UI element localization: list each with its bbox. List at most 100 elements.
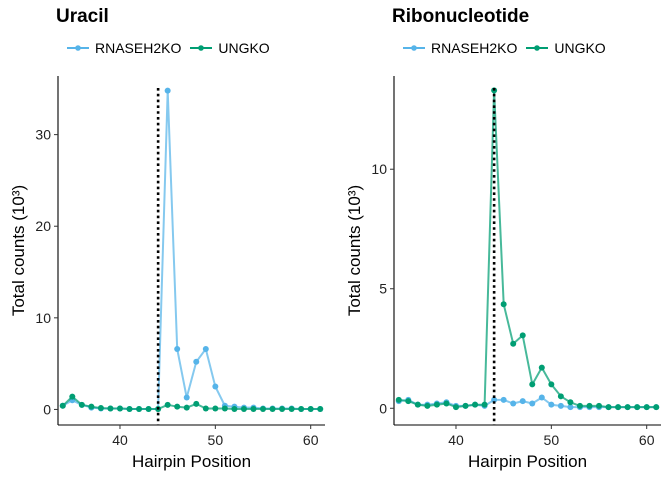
data-point-ungko [260,405,267,412]
x-axis-label: Hairpin Position [132,452,251,471]
data-point-ungko [510,340,517,347]
data-point-ungko [433,401,440,408]
data-point-ungko [279,405,286,412]
y-axis-label: Total counts (10³) [9,185,28,316]
data-point-ungko [240,405,247,412]
data-point-ungko [164,401,171,408]
ribonucleotide-line-chart: 0 5 10 40 50 60 Hairpin Position Total counts (… [345,76,661,471]
data-point-rnaseh2ko [183,394,190,401]
chart-title-ribonucleotide: Ribonucleotide [392,6,530,27]
x-axis-label: Hairpin Position [468,452,587,471]
data-point-ungko [424,402,431,409]
data-point-ungko [69,393,76,400]
data-point-ungko [605,404,612,411]
data-point-rnaseh2ko [567,404,574,411]
legend-key-rnaseh2ko-icon [403,45,425,51]
data-point-ungko [529,381,536,388]
data-point-ungko [414,401,421,408]
series-line-ungko [62,395,321,410]
data-point-ungko [250,405,257,412]
data-point-ungko [462,402,469,409]
data-point-ungko [405,398,412,405]
x-tick-label: 60 [639,432,655,448]
data-point-ungko [183,404,190,411]
data-point-ungko [596,402,603,409]
data-point-ungko [288,405,295,412]
data-point-ungko [126,405,133,412]
data-point-ungko [452,404,459,411]
data-point-ungko [653,404,660,411]
chart-title-uracil: Uracil [56,6,109,27]
series-line-ungko [398,89,657,409]
data-point-rnaseh2ko [519,398,526,405]
data-point-ungko [97,405,104,412]
data-point-ungko [307,405,314,412]
data-point-ungko [557,393,564,400]
legend-key-ungko-icon [526,45,549,51]
legend-ribonucleotide: RNASEH2KO UNGKO [402,38,614,58]
legend-uracil: RNASEH2KO UNGKO [66,38,278,58]
data-point-ungko [193,400,200,407]
legend-label-ungko: UNGKO [218,40,270,56]
x-tick-label: 60 [303,432,319,448]
x-tick-label: 50 [208,432,224,448]
data-point-ungko [107,405,114,412]
data-point-ungko [395,396,402,403]
legend-label-ungko: UNGKO [554,40,606,56]
y-tick-label: 30 [35,127,51,143]
data-point-ungko [317,405,324,412]
data-point-ungko [116,405,123,412]
x-tick-label: 50 [544,432,560,448]
data-point-rnaseh2ko [202,345,209,352]
data-point-rnaseh2ko [164,87,171,94]
legend-key-rnaseh2ko-icon [67,45,89,51]
data-point-ungko [145,405,152,412]
legend-key-ungko-icon [190,45,213,51]
y-tick-label: 20 [35,218,51,234]
y-tick-label: 10 [371,161,387,177]
data-point-ungko [88,403,95,410]
data-point-rnaseh2ko [510,400,517,407]
data-point-ungko [519,332,526,339]
data-point-ungko [174,403,181,410]
data-point-rnaseh2ko [491,396,498,403]
legend-item-rnaseh2ko: RNASEH2KO [402,40,517,56]
y-tick-label: 0 [379,400,387,416]
x-tick-label: 40 [112,432,128,448]
data-point-ungko [624,404,631,411]
y-axis-label: Total counts (10³) [345,185,364,316]
ribonucleotide-panel: Ribonucleotide RNASEH2KO UNGKO 0 5 10 40 50 6… [336,0,672,480]
data-point-rnaseh2ko [548,401,555,408]
data-point-ungko [548,381,555,388]
data-point-ungko [443,400,450,407]
data-point-ungko [634,404,641,411]
data-point-ungko [538,364,545,371]
data-point-rnaseh2ko [557,402,564,409]
y-tick-label: 5 [379,281,387,297]
data-point-ungko [576,402,583,409]
data-point-ungko [59,402,66,409]
data-point-ungko [78,401,85,408]
y-tick-label: 10 [35,310,51,326]
data-point-rnaseh2ko [500,396,507,403]
legend-item-rnaseh2ko: RNASEH2KO [66,40,181,56]
x-tick-label: 40 [448,432,464,448]
data-point-ungko [212,405,219,412]
data-point-rnaseh2ko [538,394,545,401]
data-point-rnaseh2ko [193,358,200,365]
data-point-ungko [643,404,650,411]
data-point-rnaseh2ko [212,383,219,390]
uracil-panel: Uracil RNASEH2KO UNGKO 0 10 20 30 40 50 60 Hair… [9,6,325,471]
legend-item-ungko: UNGKO [189,40,270,56]
legend-label-rnaseh2ko: RNASEH2KO [95,40,182,56]
uracil-line-chart: 0 10 20 30 40 50 60 Hairpin Position Total count… [9,76,325,471]
data-point-rnaseh2ko [174,345,181,352]
data-point-ungko [202,405,209,412]
data-point-ungko [500,301,507,308]
legend-item-ungko: UNGKO [525,40,606,56]
data-point-ungko [472,401,479,408]
data-point-ungko [231,405,238,412]
data-point-ungko [269,405,276,412]
legend-label-rnaseh2ko: RNASEH2KO [431,40,518,56]
data-point-rnaseh2ko [529,400,536,407]
